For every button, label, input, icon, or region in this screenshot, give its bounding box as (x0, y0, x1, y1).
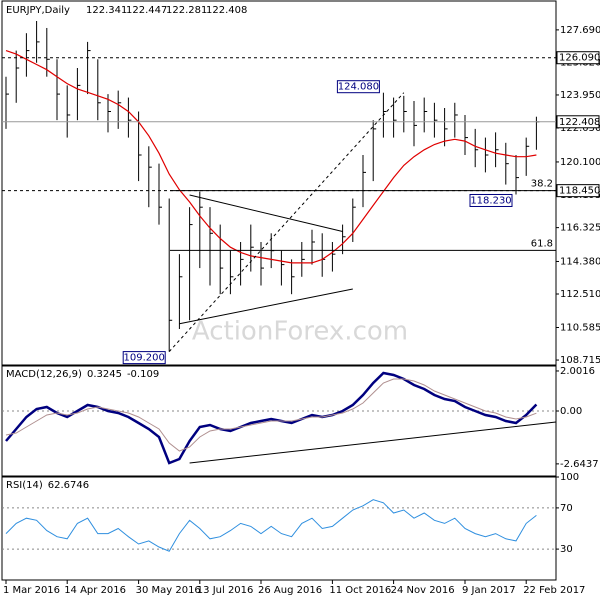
indicator-line (5, 378, 537, 452)
x-tick-label: 26 Aug 2016 (258, 585, 322, 596)
y-tick-label: 122.050 (560, 123, 600, 134)
fib-label: 61.8 (531, 238, 553, 249)
x-tick-label: 13 Jul 2016 (197, 585, 254, 596)
indicator-value: 0.3245 (87, 369, 122, 380)
annotation-box (336, 80, 380, 94)
indicator-line (5, 371, 538, 465)
y-tick-label: 30 (560, 544, 573, 555)
y-tick-label: 114.380 (560, 256, 600, 267)
x-tick-label: 14 Apr 2016 (64, 585, 126, 596)
level-box (556, 115, 600, 129)
annotation-box (469, 193, 513, 207)
annotation-label: 124.080 (338, 82, 379, 93)
panel-frame (1, 476, 557, 581)
indicator-line (5, 499, 537, 552)
x-tick-label: 9 Jan 2017 (462, 585, 516, 596)
y-tick-label: 100 (560, 472, 579, 483)
indicator-value: -0.109 (127, 369, 159, 380)
indicator-title: RSI(14) (6, 480, 43, 491)
panel-frame (1, 0, 557, 366)
annotation-box (122, 351, 166, 365)
x-tick-label: 30 May 2016 (136, 585, 201, 596)
y-tick-label: 120.100 (560, 157, 600, 168)
symbol: EURJPY,Daily (6, 5, 70, 16)
indicator-value: 62.6746 (48, 480, 89, 491)
y-tick-label: 116.325 (560, 223, 600, 234)
y-tick-label: -2.6437 (560, 459, 599, 470)
annotation-label: 118.230 (470, 195, 511, 206)
x-tick-label: 11 Oct 2016 (329, 585, 391, 596)
y-tick-label: 110.585 (560, 323, 600, 334)
y-tick-label: 0.00 (560, 406, 582, 417)
header-value: 122.408 (206, 5, 247, 16)
y-tick-label: 112.510 (560, 289, 600, 300)
level-label: 118.450 (559, 186, 600, 197)
trend-line (189, 421, 557, 464)
fib-label: 38.2 (531, 179, 553, 190)
y-tick-label: 123.950 (560, 90, 600, 101)
header-value: 122.447 (126, 5, 167, 16)
x-tick-label: 1 Mar 2016 (3, 585, 60, 596)
y-tick-label: 127.690 (560, 25, 600, 36)
trend-line (179, 288, 353, 325)
moving-average (5, 50, 537, 264)
level-box (556, 51, 600, 65)
y-tick-label: 70 (560, 503, 573, 514)
header-value: 122.341 (86, 5, 127, 16)
y-tick-label: 108.715 (560, 355, 600, 366)
watermark: ActionForex.com (192, 317, 408, 347)
level-label: 122.408 (559, 117, 600, 128)
x-tick-label: 24 Nov 2016 (391, 585, 455, 596)
level-label: 126.090 (559, 53, 600, 64)
header-value: 122.281 (166, 5, 207, 16)
panel-frame (1, 365, 557, 477)
annotation-label: 109.200 (124, 353, 165, 364)
level-box (556, 184, 600, 198)
y-tick-label: 2.0016 (560, 366, 595, 377)
indicator-title: MACD(12,26,9) (6, 369, 82, 380)
trend-line (168, 92, 405, 352)
trend-line (189, 194, 343, 233)
x-tick-label: 22 Feb 2017 (523, 585, 585, 596)
